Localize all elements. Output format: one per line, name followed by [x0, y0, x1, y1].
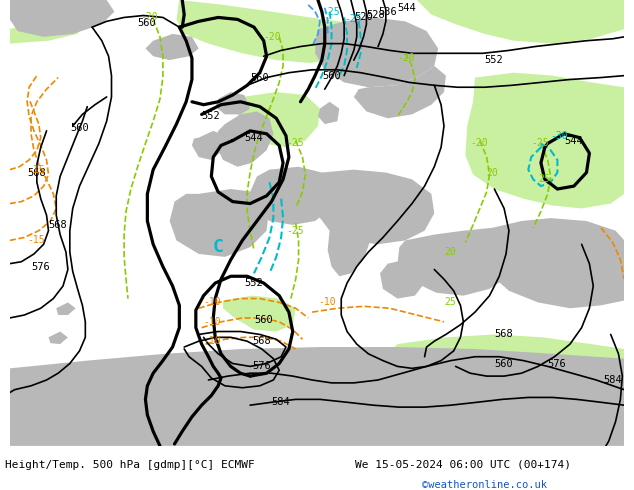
Text: 584: 584 [603, 375, 622, 385]
Text: 560: 560 [250, 73, 269, 82]
Text: -30: -30 [550, 131, 568, 141]
Text: 560: 560 [138, 18, 157, 28]
Polygon shape [398, 228, 519, 295]
Polygon shape [176, 0, 359, 63]
Polygon shape [465, 73, 624, 208]
Text: Height/Temp. 500 hPa [gdmp][°C] ECMWF: Height/Temp. 500 hPa [gdmp][°C] ECMWF [5, 460, 255, 470]
Text: 20: 20 [444, 247, 456, 257]
Text: -10: -10 [204, 336, 221, 346]
Text: 576: 576 [548, 359, 566, 368]
Text: -10: -10 [318, 297, 335, 307]
Text: -20: -20 [264, 32, 281, 42]
Polygon shape [315, 18, 438, 87]
Text: -25: -25 [286, 226, 304, 236]
Text: 25: 25 [538, 174, 550, 184]
Polygon shape [318, 102, 339, 124]
Text: 584: 584 [271, 397, 290, 407]
Text: 560: 560 [70, 123, 89, 133]
Polygon shape [250, 167, 337, 225]
Polygon shape [223, 295, 295, 332]
Text: -25: -25 [322, 7, 339, 17]
Polygon shape [192, 131, 225, 160]
Text: 528: 528 [366, 9, 385, 20]
Text: 576: 576 [252, 362, 271, 371]
Text: -25: -25 [531, 139, 549, 148]
Text: -20: -20 [398, 53, 415, 63]
Polygon shape [315, 170, 434, 245]
Polygon shape [10, 347, 624, 446]
Polygon shape [10, 18, 87, 44]
Text: 520: 520 [354, 12, 373, 23]
Text: -15: -15 [27, 235, 45, 245]
Text: 544: 544 [398, 3, 416, 13]
Text: -20: -20 [141, 12, 158, 23]
Text: 552: 552 [202, 111, 221, 122]
Text: -10: -10 [204, 317, 221, 327]
Polygon shape [48, 332, 68, 344]
Text: 20: 20 [487, 168, 498, 177]
Polygon shape [487, 218, 624, 308]
Polygon shape [417, 0, 624, 44]
Text: 568: 568 [48, 220, 67, 230]
Text: -25: -25 [344, 14, 362, 24]
Polygon shape [145, 34, 198, 60]
Text: 576: 576 [31, 262, 50, 271]
Text: C: C [212, 238, 224, 256]
Text: We 15-05-2024 06:00 UTC (00+174): We 15-05-2024 06:00 UTC (00+174) [355, 460, 571, 470]
Text: 25: 25 [444, 297, 456, 307]
Text: 568: 568 [27, 168, 46, 177]
Polygon shape [388, 334, 624, 388]
Text: 544: 544 [564, 136, 583, 146]
Text: 560: 560 [322, 71, 340, 81]
Polygon shape [380, 260, 425, 298]
Text: 544: 544 [244, 133, 263, 143]
Polygon shape [215, 112, 273, 167]
Text: 536: 536 [378, 7, 397, 17]
Polygon shape [56, 302, 75, 315]
Polygon shape [238, 92, 320, 147]
Text: 560: 560 [495, 359, 513, 368]
Text: 568: 568 [252, 336, 271, 346]
Text: -15: -15 [27, 165, 45, 174]
Polygon shape [170, 189, 269, 257]
Text: -25: -25 [286, 139, 304, 148]
Polygon shape [328, 208, 370, 276]
Text: -20: -20 [470, 139, 488, 148]
Polygon shape [215, 92, 250, 114]
Text: 568: 568 [495, 329, 513, 340]
Text: -10: -10 [204, 297, 221, 307]
Polygon shape [10, 0, 114, 37]
Polygon shape [354, 66, 446, 118]
Text: ©weatheronline.co.uk: ©weatheronline.co.uk [422, 480, 547, 490]
Text: 560: 560 [254, 315, 273, 325]
Text: 552: 552 [485, 55, 503, 65]
Text: 552: 552 [244, 278, 263, 288]
